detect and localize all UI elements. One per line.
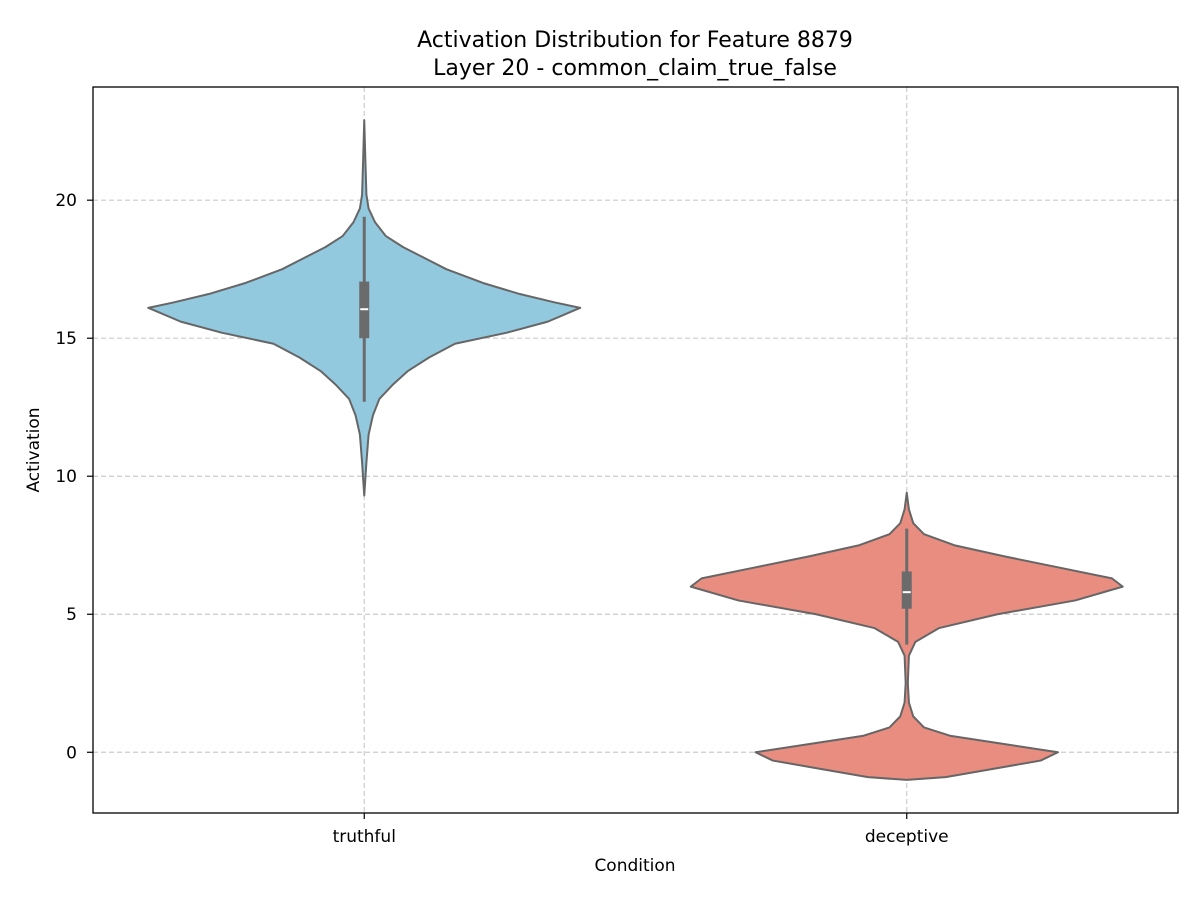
x-axis-label: Condition — [594, 856, 675, 876]
y-tick-label: 0 — [66, 743, 77, 763]
x-tick-label: truthful — [333, 827, 396, 847]
y-axis-label: Activation — [24, 407, 44, 492]
x-axis-ticks: truthful deceptive — [333, 813, 949, 847]
y-tick-label: 10 — [55, 467, 77, 487]
y-tick-label: 5 — [66, 605, 77, 625]
x-tick-label: deceptive — [865, 827, 949, 847]
chart-subtitle: Layer 20 - common_claim_true_false — [433, 56, 837, 81]
y-tick-label: 20 — [55, 191, 77, 211]
plot-area-border — [92, 86, 1179, 814]
violins — [147, 119, 1124, 781]
y-axis-ticks: 0 5 10 15 20 — [55, 191, 93, 763]
chart-title: Activation Distribution for Feature 8879 — [417, 28, 853, 53]
iqr-box-deceptive — [901, 571, 912, 609]
y-tick-label: 15 — [55, 329, 77, 349]
grid-lines — [93, 87, 1178, 813]
